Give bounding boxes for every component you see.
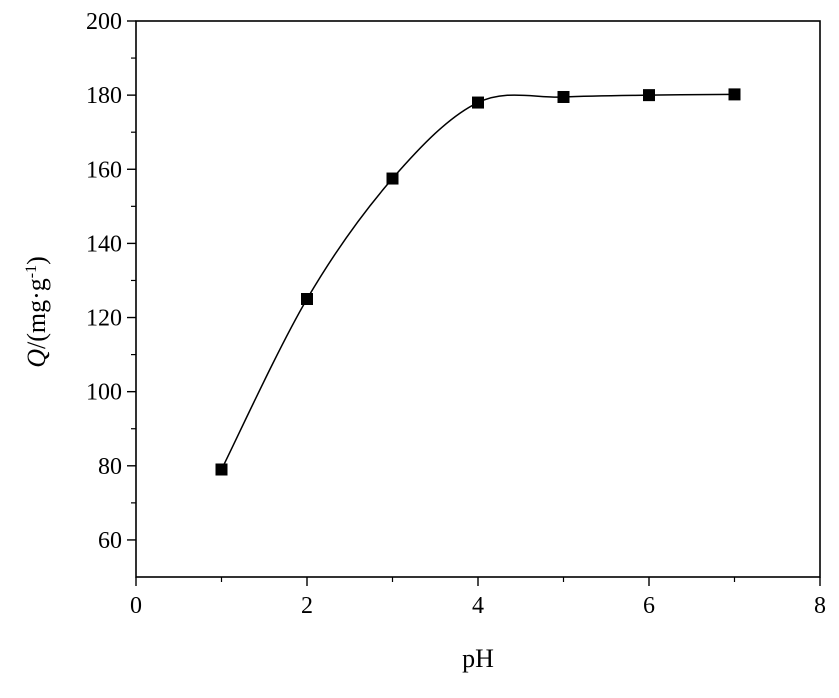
data-point-marker — [386, 172, 399, 185]
y-axis-label-symbol: Q — [22, 349, 51, 368]
series-group — [215, 88, 741, 476]
y-tick-label: 100 — [86, 380, 122, 406]
data-point-marker — [215, 463, 228, 476]
data-point-marker — [557, 90, 570, 103]
data-point-marker — [301, 293, 313, 305]
y-tick-label: 200 — [86, 9, 122, 35]
data-point-marker — [643, 89, 655, 102]
y-axis-label-close: ) — [22, 256, 51, 265]
y-tick-label: 60 — [98, 528, 122, 554]
x-tick-label: 2 — [301, 593, 313, 619]
y-axis-ticks: 60 80 100 120 140 160 180 200 — [86, 9, 136, 554]
y-axis-label-unit: /(mg·g — [22, 278, 51, 349]
x-tick-label: 4 — [472, 593, 484, 619]
y-tick-label: 180 — [86, 83, 122, 109]
y-tick-label: 160 — [86, 157, 122, 183]
x-tick-label: 6 — [643, 593, 655, 619]
series-line — [220, 93, 735, 470]
y-axis-label: Q/(mg·g-1) — [22, 256, 51, 368]
y-axis-label-superscript: -1 — [23, 265, 40, 278]
y-tick-label: 120 — [86, 306, 122, 332]
x-axis-label: pH — [462, 644, 494, 673]
y-tick-label: 80 — [98, 454, 122, 480]
x-tick-label: 8 — [814, 593, 826, 619]
x-tick-label: 0 — [130, 593, 142, 619]
data-point-marker — [472, 96, 484, 109]
y-tick-label: 140 — [86, 231, 122, 257]
x-axis-ticks: 0 2 4 6 8 — [130, 577, 826, 619]
data-point-marker — [728, 88, 741, 101]
